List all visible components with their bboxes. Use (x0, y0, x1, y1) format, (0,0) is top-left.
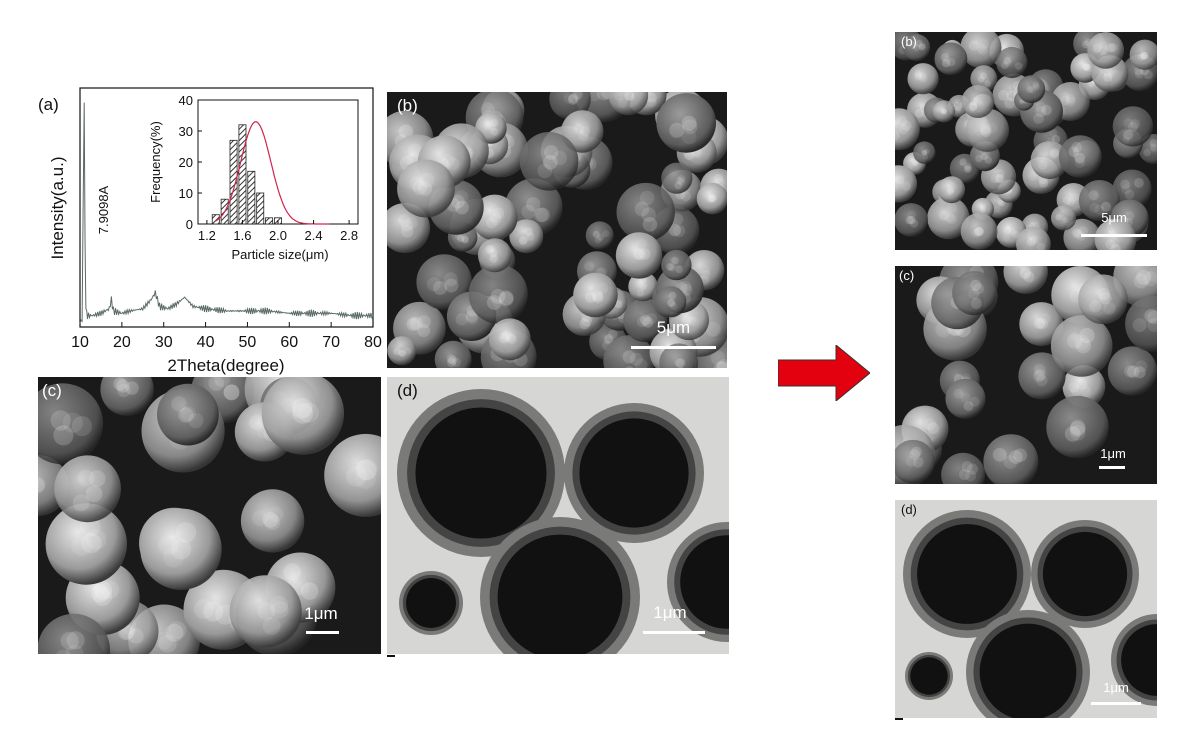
tick-mark-d-right (895, 718, 903, 720)
histogram-bar (256, 192, 265, 225)
histogram-y-tick-label: 0 (186, 217, 193, 232)
scale-bar-label-b-right: 5μm (1101, 210, 1127, 225)
tick-mark-d (387, 655, 395, 657)
histogram-bar (265, 217, 274, 225)
histogram-y-axis-label: Frequency(%) (148, 121, 163, 203)
scale-bar-label-c-right: 1μm (1100, 446, 1126, 461)
tem-spheres-d (387, 377, 729, 654)
xrd-x-tick-label: 20 (113, 334, 131, 351)
histogram-x-tick-label: 2.0 (269, 228, 287, 243)
histogram-y-tick-label: 10 (179, 186, 193, 201)
histogram-bar (229, 139, 238, 225)
panel-b-label: (b) (397, 96, 418, 115)
histogram-bar (211, 214, 220, 225)
xrd-x-axis-label: 2Theta(degree) (167, 356, 284, 375)
panel-b-right-label: (b) (901, 34, 917, 49)
scale-bar-b (631, 346, 716, 349)
histogram-x-tick-label: 2.8 (340, 228, 358, 243)
sem-particles-b-right (895, 32, 1157, 250)
sem-particles-b (387, 92, 727, 368)
xrd-chart: (a) 10 20 30 40 50 60 70 80 7.9098A Intensity(a… (38, 87, 382, 375)
right-arrow-icon (778, 345, 870, 401)
tem-spheres-d-right (895, 500, 1157, 718)
histogram-bar (238, 124, 247, 225)
xrd-x-tick-label: 80 (364, 334, 382, 351)
panel-a-label: (a) (38, 95, 59, 114)
scale-bar-label-d: 1μm (653, 603, 687, 622)
scale-bar-c-right (1099, 466, 1125, 469)
scale-bar-label-c: 1μm (304, 604, 338, 623)
histogram-x-tick-label: 2.4 (305, 228, 323, 243)
histogram-y-tick-label: 30 (179, 124, 193, 139)
xrd-x-tick-label: 50 (239, 334, 257, 351)
sem-particles-c-right (895, 266, 1157, 484)
scale-bar-d (643, 631, 705, 634)
panel-d-label: (d) (397, 381, 418, 400)
histogram-y-tick-label: 40 (179, 93, 193, 108)
sem-image-b-right: (b) 5μm (895, 32, 1157, 250)
xrd-x-tick-label: 40 (197, 334, 215, 351)
xrd-axes-frame (79, 87, 374, 328)
scale-bar-d-right (1091, 702, 1141, 705)
panel-c-label: (c) (42, 381, 62, 400)
xrd-x-tick-label: 60 (280, 334, 298, 351)
sem-image-c-left: (c) 1μm (38, 377, 381, 654)
histogram-bar (247, 170, 256, 225)
xrd-series-line (79, 102, 374, 324)
xrd-x-ticks: 10 20 30 40 50 60 70 80 (71, 322, 382, 351)
tem-image-d-right: (d) 1μm (895, 500, 1157, 718)
histogram-x-axis-label: Particle size(μm) (231, 247, 328, 262)
xrd-y-axis-label: Intensity(a.u.) (48, 157, 67, 260)
xrd-x-tick-label: 70 (322, 334, 340, 351)
scale-bar-label-d-right: 1μm (1103, 680, 1129, 695)
sem-particles-c (38, 377, 381, 654)
histogram-x-tick-label: 1.2 (198, 228, 216, 243)
panel-d-right-label: (d) (901, 502, 917, 517)
xrd-x-tick-label: 10 (71, 334, 89, 351)
histogram-ticks: 1.2 1.6 2.0 2.4 2.8 0 10 20 30 40 (179, 93, 359, 243)
xrd-x-tick-label: 30 (155, 334, 173, 351)
histogram-fit-curve (215, 121, 330, 225)
sem-image-b-left: (b) 5μm (387, 92, 727, 368)
panel-c-right-label: (c) (899, 268, 915, 283)
scale-bar-b-right (1081, 234, 1147, 237)
sem-image-c-right: (c) 1μm (895, 266, 1157, 484)
histogram-y-tick-label: 20 (179, 155, 193, 170)
histogram-x-tick-label: 1.6 (233, 228, 251, 243)
scale-bar-label-b: 5μm (656, 318, 691, 337)
tem-image-d-left: (d) 1μm (387, 377, 729, 654)
xrd-peak-annotation: 7.9098A (96, 185, 111, 234)
scale-bar-c (306, 631, 339, 634)
